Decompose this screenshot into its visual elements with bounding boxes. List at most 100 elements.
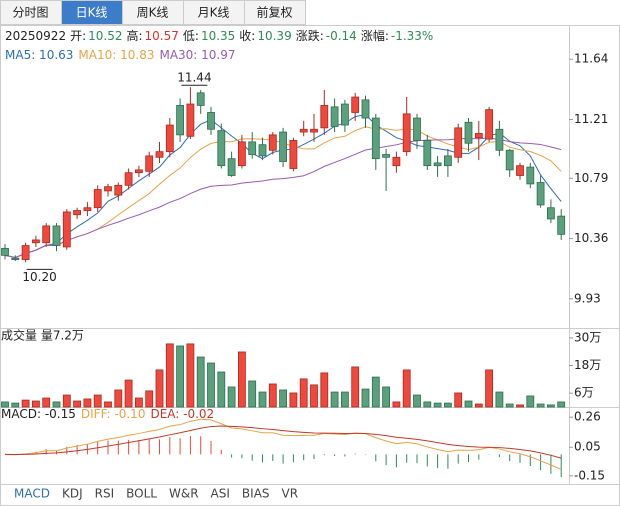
- candle-body: [196, 92, 205, 106]
- volume-bar: [516, 404, 524, 408]
- indicator-tab[interactable]: BOLL: [126, 487, 157, 501]
- volume-bar: [382, 386, 391, 408]
- candle-body: [279, 131, 288, 162]
- volume-bar: [474, 403, 483, 408]
- y-tick-label: 10.79: [574, 171, 608, 185]
- candle-body: [83, 207, 92, 211]
- volume-bar: [155, 369, 164, 408]
- volume-bar: [361, 388, 370, 408]
- info-label: 收:: [239, 29, 255, 43]
- indicator-tab[interactable]: W&R: [169, 487, 199, 501]
- candle-body: [62, 211, 71, 248]
- y-tick-label: 18万: [574, 358, 601, 372]
- tab-label[interactable]: 分时图: [12, 6, 48, 20]
- candle-body: [485, 109, 494, 140]
- candle-body: [557, 215, 566, 235]
- volume-bar: [443, 402, 452, 408]
- candle-body: [134, 169, 143, 174]
- volume-bar: [320, 372, 329, 408]
- macd-legend: MACD: -0.15 DIFF: -0.10 DEA: -0.02: [1, 407, 214, 421]
- volume-bar: [21, 399, 30, 408]
- volume-bar: [186, 343, 195, 408]
- tab[interactable]: [244, 0, 306, 25]
- indicator-tab[interactable]: VR: [282, 487, 299, 501]
- volume-bar: [83, 398, 92, 408]
- candle-body: [505, 149, 514, 171]
- tab-label[interactable]: 月K线: [198, 6, 230, 20]
- candle-body: [413, 117, 421, 141]
- y-tick-label: 9.93: [574, 291, 601, 305]
- tab-label[interactable]: 前复权: [256, 5, 292, 20]
- y-tick-label: 11.64: [574, 52, 608, 66]
- volume-bar: [557, 401, 566, 408]
- volume-bar: [1, 401, 9, 408]
- candle-body: [258, 144, 267, 157]
- volume-bar: [299, 378, 308, 408]
- macd-legend-item: DEA: -0.02: [150, 407, 214, 421]
- tab[interactable]: [122, 0, 184, 25]
- volume-bar: [145, 390, 154, 408]
- candle-body: [104, 186, 112, 192]
- candle-body: [248, 141, 257, 155]
- volume-bar: [104, 401, 112, 408]
- candle-body: [310, 128, 318, 133]
- date: 20250922: [5, 29, 66, 43]
- volume-title: 成交量 量7.2万: [1, 328, 84, 343]
- volume-bar: [505, 403, 514, 408]
- diff-line: [4, 418, 562, 470]
- tab-label[interactable]: 日K线: [76, 6, 108, 20]
- candle-body: [237, 141, 246, 167]
- candle-body: [73, 210, 81, 216]
- tab-label[interactable]: 周K线: [137, 6, 169, 20]
- macd-legend-item: DIFF: -0.10: [81, 407, 146, 421]
- ma-legend: MA5: 10.63 MA10: 10.83 MA30: 10.97: [5, 48, 236, 62]
- candle-body: [402, 113, 411, 153]
- volume-bar: [11, 402, 20, 408]
- volume-bar: [42, 397, 51, 408]
- volume-bar: [371, 376, 380, 408]
- candle-body: [165, 124, 174, 153]
- info-value: -0.14: [326, 29, 357, 43]
- indicator-tab[interactable]: BIAS: [242, 487, 270, 501]
- candle-body: [536, 182, 545, 206]
- tab[interactable]: [0, 0, 62, 25]
- volume-bar: [227, 386, 236, 408]
- volume-bar: [495, 391, 504, 408]
- volume-bar: [52, 401, 61, 408]
- tab[interactable]: [183, 0, 245, 25]
- candle-body: [52, 225, 61, 246]
- candle-body: [124, 172, 133, 186]
- y-tick-label: 6万: [574, 386, 594, 400]
- volume-bar: [176, 345, 185, 408]
- candle-body: [474, 133, 483, 139]
- volume-bar: [413, 394, 421, 408]
- candle-body: [21, 245, 30, 260]
- volume-bar: [454, 392, 463, 408]
- indicator-tab[interactable]: MACD: [14, 487, 50, 501]
- volume-bar: [73, 400, 81, 408]
- volume-bar: [289, 392, 298, 408]
- indicator-tab[interactable]: KDJ: [62, 487, 83, 501]
- indicator-tab[interactable]: ASI: [211, 487, 230, 501]
- candle-body: [423, 140, 432, 167]
- high-label: 11.44: [177, 71, 211, 85]
- candle-body: [382, 154, 391, 158]
- indicator-tab[interactable]: RSI: [95, 487, 115, 501]
- low-label: 10.20: [22, 270, 56, 284]
- volume-bar: [279, 389, 288, 408]
- tab[interactable]: [61, 0, 123, 25]
- y-tick-label: 0.05: [574, 440, 601, 454]
- candle-body: [361, 99, 370, 119]
- info-label: 涨幅:: [361, 28, 389, 43]
- candle-body: [217, 130, 226, 167]
- volume-bar: [124, 379, 133, 408]
- volume-bar: [62, 394, 71, 408]
- candle-body: [433, 162, 442, 167]
- candle-body: [114, 184, 123, 196]
- volume-bar: [536, 403, 545, 408]
- candle-body: [495, 128, 504, 151]
- candle-body: [443, 155, 452, 167]
- candle-body: [371, 117, 380, 160]
- candle-body: [93, 189, 102, 209]
